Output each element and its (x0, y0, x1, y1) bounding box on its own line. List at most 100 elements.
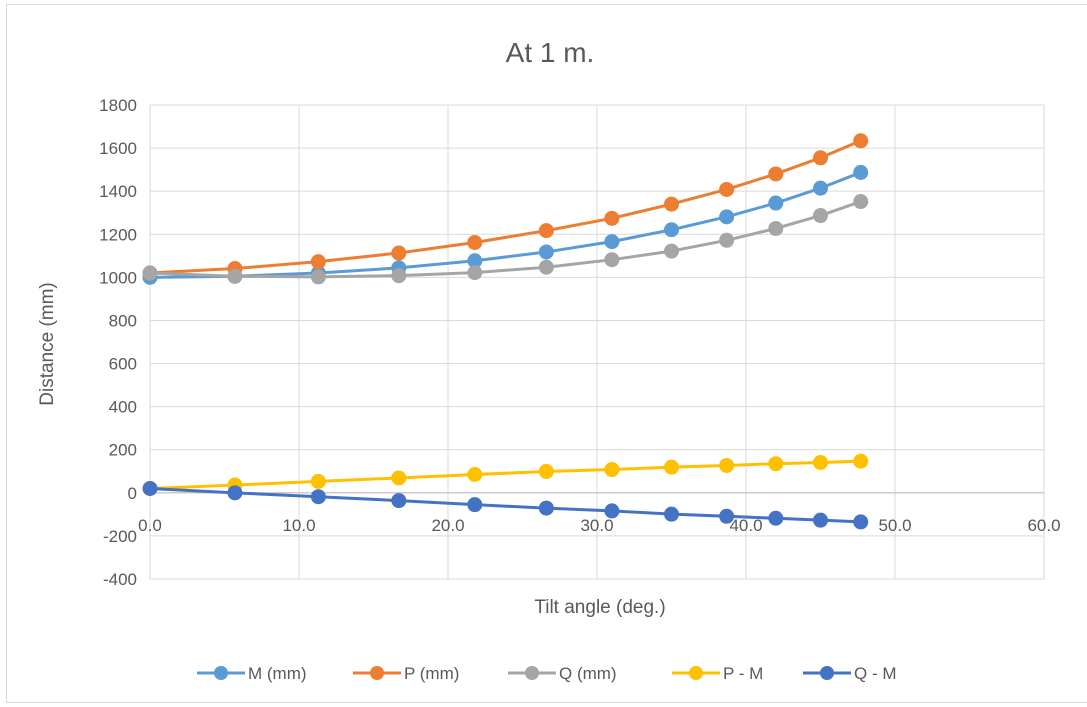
data-point (813, 150, 828, 166)
data-point (467, 265, 483, 281)
y-tick-label: 800 (109, 311, 137, 330)
data-point (467, 467, 483, 483)
data-point (467, 234, 483, 250)
data-point (768, 195, 784, 211)
legend-marker (214, 666, 228, 680)
data-point (719, 457, 735, 473)
x-tick-label: 40.0 (729, 516, 762, 535)
data-point (664, 459, 679, 475)
y-tick-label: 1800 (99, 96, 137, 115)
legend-item: Q (mm) (508, 664, 617, 683)
y-tick-label: 600 (109, 355, 137, 374)
x-tick-label: 20.0 (431, 516, 464, 535)
data-point (664, 222, 679, 238)
x-tick-label: 50.0 (878, 516, 911, 535)
data-point (719, 232, 735, 248)
series-4 (142, 481, 869, 530)
chart-area: -400 -200 0 200 400 600 800 1000 1200 1400 1600 180… (6, 4, 1087, 703)
x-tick-label: 10.0 (282, 516, 315, 535)
y-tick-label: 1400 (99, 182, 137, 201)
data-point (391, 268, 407, 284)
series-2 (142, 194, 869, 285)
data-point (853, 133, 869, 149)
data-point (538, 463, 554, 479)
data-point (538, 500, 554, 516)
data-point (853, 194, 869, 210)
series-3 (142, 453, 869, 497)
data-point (719, 209, 735, 225)
data-point (391, 245, 407, 261)
legend-marker (689, 666, 703, 680)
data-point (604, 252, 620, 268)
data-point (853, 164, 869, 180)
y-tick-label: 200 (109, 441, 137, 460)
data-point (227, 268, 243, 284)
y-tick-label: 1000 (99, 268, 137, 287)
data-point (768, 220, 784, 236)
legend-item: P (mm) (353, 664, 459, 683)
legend-item: M (mm) (197, 664, 307, 683)
data-point (142, 265, 158, 281)
legend-marker (370, 666, 384, 680)
data-point (227, 485, 243, 501)
chart-svg: -400 -200 0 200 400 600 800 1000 1200 1400 1600 180… (37, 37, 1061, 683)
data-point (604, 462, 620, 478)
data-point (664, 196, 679, 212)
data-point (813, 180, 828, 196)
data-point (310, 473, 326, 489)
data-point (310, 254, 326, 270)
tick-labels: -400 -200 0 200 400 600 800 1000 1200 1400 1600 180… (99, 96, 1060, 589)
y-tick-label: -200 (103, 527, 137, 546)
legend-label: Q (mm) (559, 664, 617, 683)
legend-label: Q - M (854, 664, 897, 683)
gridlines (149, 104, 1045, 580)
legend: M (mm) P (mm) Q (mm) P - M Q - M (197, 664, 897, 683)
y-tick-label: 1600 (99, 139, 137, 158)
data-point (813, 208, 828, 224)
legend-item: Q - M (803, 664, 897, 683)
y-tick-label: -400 (103, 570, 137, 589)
plot-series (142, 133, 869, 530)
data-point (391, 493, 407, 509)
y-tick-label: 400 (109, 398, 137, 417)
x-tick-label: 60.0 (1027, 516, 1060, 535)
legend-label: P - M (723, 664, 763, 683)
data-point (664, 506, 679, 522)
chart-title: At 1 m. (506, 37, 595, 68)
data-point (813, 454, 828, 470)
legend-marker (820, 666, 834, 680)
data-point (604, 210, 620, 226)
data-point (719, 508, 735, 524)
data-point (853, 453, 869, 469)
data-point (538, 223, 554, 239)
data-point (853, 514, 869, 530)
series-line (149, 459, 861, 491)
series-line (149, 171, 862, 279)
data-point (538, 259, 554, 275)
data-point (310, 269, 326, 285)
data-point (142, 481, 158, 497)
y-tick-label: 0 (128, 484, 137, 503)
data-point (813, 512, 828, 528)
data-point (768, 456, 784, 472)
x-tick-label: 30.0 (580, 516, 613, 535)
legend-label: P (mm) (404, 664, 459, 683)
data-point (664, 243, 679, 259)
series-line (149, 200, 862, 279)
data-point (310, 489, 326, 505)
data-point (467, 497, 483, 513)
legend-label: M (mm) (248, 664, 307, 683)
data-point (391, 470, 407, 486)
legend-item: P - M (672, 664, 763, 683)
data-point (604, 234, 620, 250)
data-point (768, 510, 784, 526)
x-tick-label: 0.0 (138, 516, 162, 535)
y-axis-title: Distance (mm) (37, 282, 58, 406)
data-point (768, 166, 784, 182)
series-line (149, 139, 862, 275)
data-point (538, 244, 554, 260)
data-point (719, 181, 735, 197)
data-point (604, 503, 620, 519)
y-tick-label: 1200 (99, 225, 137, 244)
legend-marker (525, 666, 539, 680)
